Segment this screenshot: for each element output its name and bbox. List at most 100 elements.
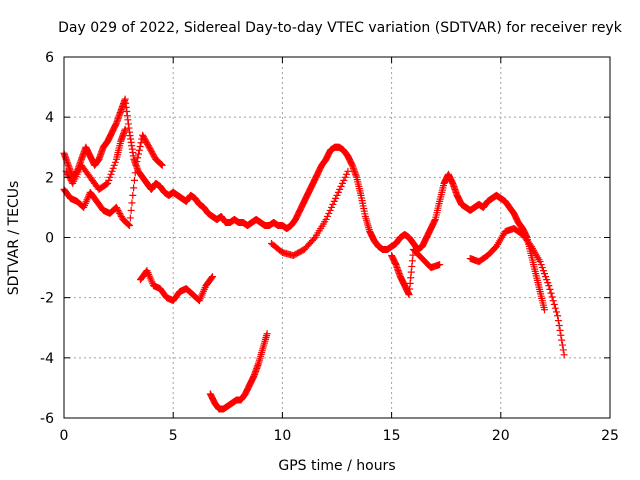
data-point <box>113 205 121 213</box>
data-point <box>143 139 151 147</box>
data-point <box>560 351 568 359</box>
data-point <box>117 212 125 220</box>
data-point <box>341 173 349 181</box>
y-tick-label: 0 <box>45 231 54 247</box>
data-point <box>139 131 147 139</box>
data-point <box>142 137 150 145</box>
data-point <box>540 306 548 314</box>
data-point <box>545 282 553 290</box>
x-tick-label: 5 <box>169 428 178 444</box>
data-point <box>540 270 548 278</box>
data-point <box>109 164 117 172</box>
data-point <box>136 142 144 150</box>
data-point <box>329 200 337 208</box>
data-point <box>111 158 119 166</box>
data-point <box>330 197 338 205</box>
data-point <box>131 169 139 177</box>
data-point <box>105 176 113 184</box>
data-point <box>552 308 560 316</box>
y-tick-label: 6 <box>45 50 54 66</box>
data-point <box>340 176 348 184</box>
data-point <box>546 285 554 293</box>
data-point <box>144 140 152 148</box>
data-point <box>139 133 147 141</box>
data-point <box>556 326 564 334</box>
data-point <box>332 194 340 202</box>
data-point <box>149 151 157 159</box>
data-point <box>549 297 557 305</box>
data-point <box>337 182 345 190</box>
x-tick-label: 20 <box>492 428 510 444</box>
data-point <box>135 146 143 154</box>
data-point <box>128 199 136 207</box>
data-point <box>323 212 331 220</box>
data-point <box>108 167 116 175</box>
data-point <box>539 267 547 275</box>
data-point <box>208 274 216 282</box>
data-point <box>114 206 122 214</box>
data-point <box>130 176 138 184</box>
data-point <box>322 215 330 223</box>
data-point <box>334 188 342 196</box>
data-point <box>543 276 551 284</box>
data-point <box>338 179 346 187</box>
data-point <box>133 158 141 166</box>
data-point <box>112 203 120 211</box>
data-point <box>157 161 165 169</box>
y-tick-label: -6 <box>40 411 54 427</box>
y-tick-label: 2 <box>45 170 54 186</box>
data-point <box>326 206 334 214</box>
data-point <box>558 336 566 344</box>
data-point <box>130 184 138 192</box>
data-point <box>559 346 567 354</box>
data-point <box>325 209 333 217</box>
data-point <box>538 264 546 272</box>
data-point <box>554 312 562 320</box>
data-point <box>263 330 271 338</box>
data-point <box>127 206 135 214</box>
data-point <box>132 161 140 169</box>
data-point <box>144 142 152 150</box>
data-point <box>544 279 552 287</box>
data-point <box>550 300 558 308</box>
data-point <box>158 161 166 169</box>
data-point <box>554 317 562 325</box>
data-point <box>140 134 148 142</box>
data-point <box>126 221 134 229</box>
data-point <box>115 208 123 216</box>
data-point <box>558 341 566 349</box>
data-point <box>157 160 165 168</box>
data-point <box>104 179 112 187</box>
data-point <box>557 331 565 339</box>
data-point <box>150 152 158 160</box>
data-point <box>209 273 217 281</box>
data-point <box>63 169 71 177</box>
data-point <box>64 170 72 178</box>
axis-ticks <box>63 56 611 419</box>
data-point <box>103 180 111 188</box>
data-point <box>547 289 555 297</box>
data-point <box>551 304 559 312</box>
data-point <box>343 170 351 178</box>
x-tick-label: 10 <box>273 428 291 444</box>
data-point <box>328 203 336 211</box>
data-point <box>537 261 545 269</box>
chart-title: Day 029 of 2022, Sidereal Day-to-day VTE… <box>58 20 623 36</box>
data-point <box>336 185 344 193</box>
data-points <box>61 96 568 413</box>
data-point <box>117 211 125 219</box>
y-axis-title: SDTVAR / TECUs <box>6 181 22 296</box>
data-point <box>107 170 115 178</box>
y-tick-label: -2 <box>40 291 54 307</box>
data-point <box>148 148 156 156</box>
data-point <box>134 154 142 162</box>
data-point <box>141 136 149 144</box>
data-point <box>110 161 118 169</box>
data-point <box>65 172 73 180</box>
data-point <box>148 149 156 157</box>
x-tick-labels: 0 5 10 15 20 25 <box>60 428 619 444</box>
data-point <box>146 145 154 153</box>
data-point <box>135 150 143 158</box>
data-point <box>106 173 114 181</box>
